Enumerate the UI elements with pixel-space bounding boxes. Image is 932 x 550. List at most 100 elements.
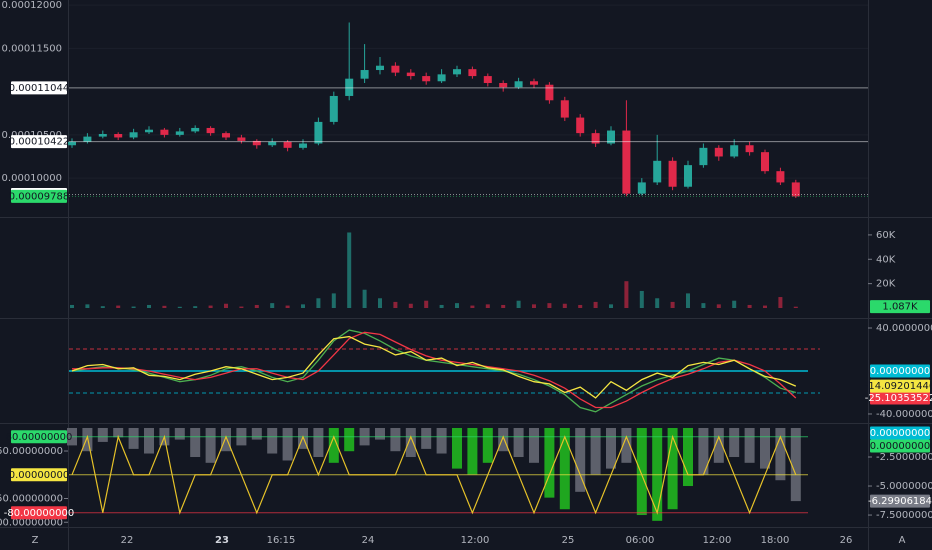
price-label-box: [870, 391, 930, 405]
candle-body: [268, 141, 277, 146]
volume-bar: [270, 303, 275, 309]
candle-body: [314, 121, 323, 144]
price-label: 80.00000000: [6, 432, 73, 443]
price-label-box: [11, 430, 67, 444]
volume-bar: [670, 301, 675, 309]
candle-body: [299, 143, 307, 148]
y-tick-label: -100.00000000: [0, 517, 63, 528]
candle-body: [222, 133, 230, 138]
candle-body: [83, 136, 92, 142]
x-tick-label: 12:00: [703, 535, 732, 546]
histogram-bar: [328, 427, 339, 463]
oscillator-line: [71, 329, 796, 413]
candle-body: [437, 74, 446, 82]
histogram-bar: [344, 427, 355, 452]
volume-bar: [732, 300, 737, 309]
candle-body: [160, 129, 169, 135]
candle-body: [560, 100, 569, 118]
volume-bar: [254, 304, 259, 309]
histogram-bar: [436, 427, 447, 454]
histogram-bar: [221, 427, 231, 452]
candle-body: [391, 65, 400, 73]
histogram-bar: [482, 427, 493, 463]
y-tick-label: -40.00000000: [876, 409, 932, 420]
histogram-bar: [144, 427, 154, 454]
histogram-bar: [313, 427, 324, 458]
volume-bar: [316, 298, 321, 309]
candle-body: [191, 127, 200, 132]
candle-body: [622, 130, 631, 194]
histogram-bar: [529, 427, 539, 463]
volume-bar: [686, 293, 690, 309]
y-tick-label: 60K: [876, 230, 896, 241]
volume-bar: [763, 305, 767, 309]
histogram-bar: [698, 427, 709, 475]
volume-bar: [362, 289, 367, 309]
y-tick-label: 50.00000000: [0, 446, 63, 457]
price-label: 1.087K: [882, 302, 918, 313]
histogram-bar: [790, 427, 801, 502]
price-label: -80.00000000: [4, 508, 74, 519]
histogram-bar: [421, 427, 432, 449]
volume-bar: [609, 304, 613, 309]
oscillator-line: [72, 331, 797, 409]
x-tick-label: 06:00: [626, 535, 655, 546]
candle-body: [206, 127, 215, 134]
volume-bar: [593, 301, 598, 309]
candle-body: [637, 182, 646, 194]
x-tick-label: 16:15: [267, 535, 296, 546]
toolbar-button[interactable]: Z: [32, 535, 39, 546]
volume-bar: [331, 293, 336, 309]
volume-bar: [177, 306, 182, 309]
histogram-bar: [298, 427, 308, 449]
candle-body: [453, 69, 461, 75]
histogram-bar: [729, 427, 740, 458]
x-tick-label: 18:00: [761, 535, 790, 546]
candle-body: [252, 140, 261, 146]
volume-bar: [439, 304, 444, 309]
histogram-bar: [636, 427, 647, 516]
volume-bar: [301, 304, 305, 309]
candle-body: [468, 69, 477, 77]
y2-tick-label: -2.50000000: [876, 452, 932, 463]
price-label-box: [11, 189, 67, 203]
candle-body: [761, 152, 769, 172]
price-label: 0.00011044: [9, 83, 69, 94]
histogram-bar: [190, 427, 201, 458]
candle-body: [668, 160, 677, 187]
volume-bar: [793, 306, 798, 309]
candle-body: [545, 84, 554, 101]
histogram-bar: [390, 427, 401, 452]
candle-body: [714, 147, 723, 157]
price-label: 0.00000000: [870, 366, 930, 377]
candle-body: [376, 65, 384, 71]
candle-body: [514, 81, 523, 88]
y2-tick-label: -7.50000000: [876, 510, 932, 521]
volume-bar: [162, 305, 167, 309]
candle-body: [422, 76, 431, 82]
volume-bar: [716, 304, 721, 309]
histogram-bar: [744, 427, 755, 463]
candle-body: [745, 145, 754, 153]
price-label-box: [870, 364, 930, 378]
x-tick-label: 23: [215, 535, 229, 546]
volume-bar: [100, 306, 105, 309]
volume-bar: [778, 297, 783, 309]
signal-line: [71, 434, 797, 515]
histogram-bar: [575, 427, 586, 492]
candle-body: [329, 95, 338, 122]
histogram-bar: [452, 427, 462, 469]
histogram-bar: [606, 427, 616, 469]
price-label-box: [870, 300, 930, 314]
price-label: -25.10353522: [865, 393, 932, 404]
histogram-bar: [775, 427, 786, 481]
price-label-box: [11, 468, 67, 482]
toolbar-button[interactable]: A: [899, 535, 906, 546]
volume-bar: [532, 304, 536, 309]
histogram-bar: [713, 427, 724, 463]
volume-bar: [393, 301, 398, 309]
x-tick-label: 22: [121, 535, 134, 546]
candle-body: [68, 141, 76, 146]
